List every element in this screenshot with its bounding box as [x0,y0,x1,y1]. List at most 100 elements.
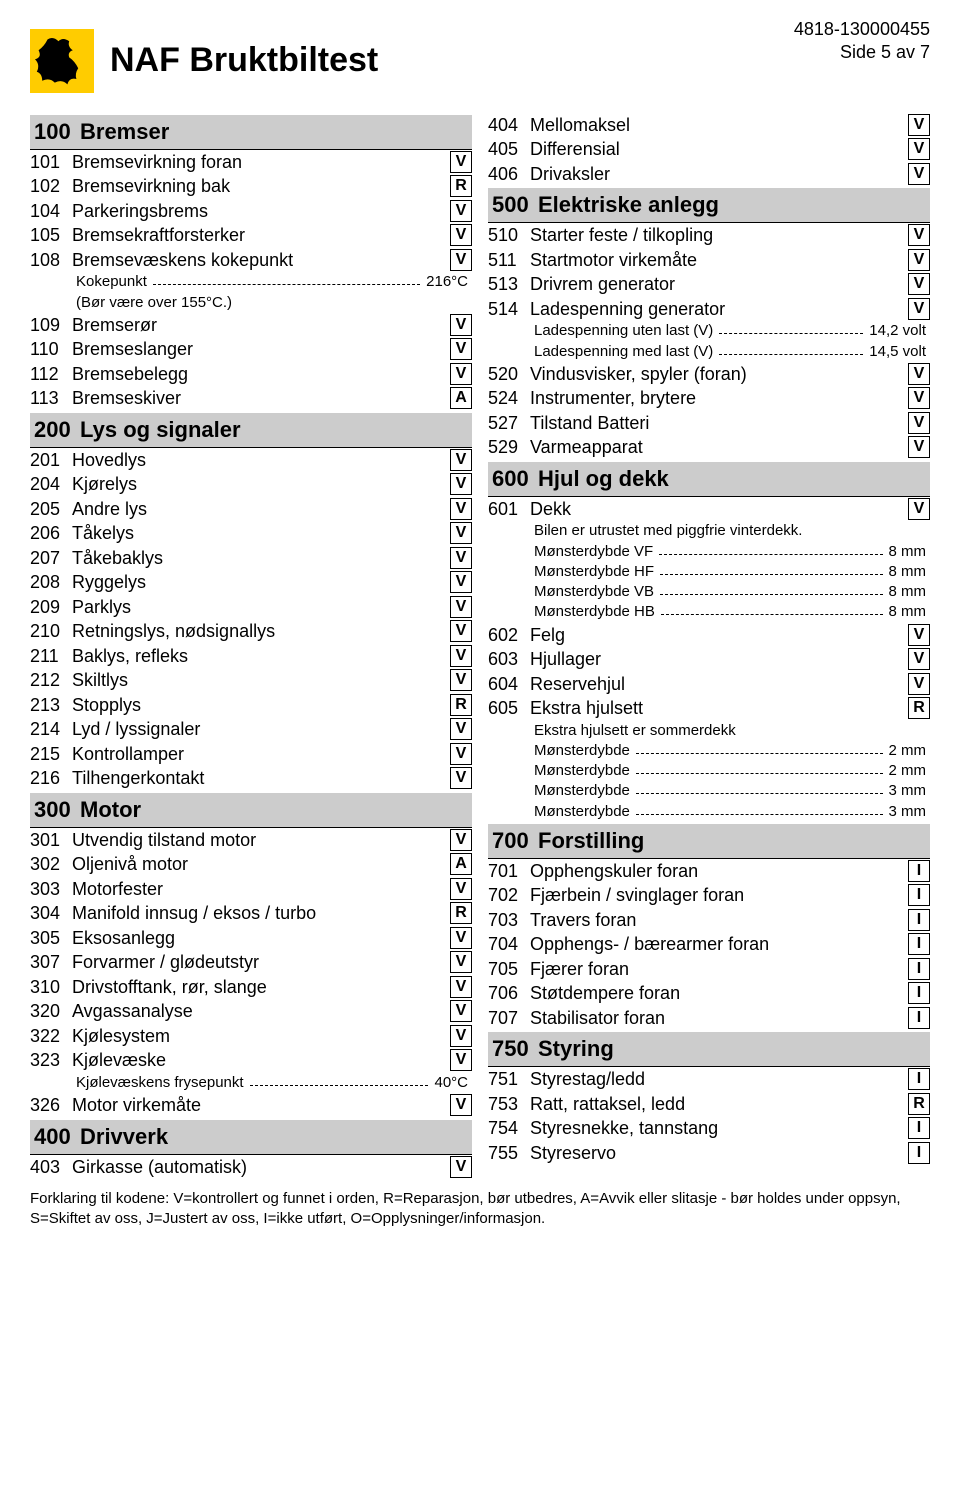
item-code: V [908,648,930,670]
item-code: I [908,884,930,906]
item-number: 603 [488,648,530,671]
item-subvalue: Mønsterdybde 3 mm [488,781,930,801]
item-label: Bremsekraftforsterker [72,224,450,247]
sub-value: 14,2 volt [869,321,930,341]
check-item: 514 Ladespenning generator V [488,297,930,322]
section-header: 200Lys og signaler [30,413,472,448]
item-subvalue: Mønsterdybde 3 mm [488,802,930,822]
item-number: 524 [488,387,530,410]
item-number: 322 [30,1025,72,1048]
footer-legend: Forklaring til kodene: V=kontrollert og … [30,1189,930,1228]
item-label: Starter feste / tilkopling [530,224,908,247]
item-code: I [908,1117,930,1139]
item-code: V [450,1049,472,1071]
item-label: Opphengs- / bærearmer foran [530,933,908,956]
item-number: 511 [488,249,530,272]
item-label: Opphengskuler foran [530,860,908,883]
item-label: Vindusvisker, spyler (foran) [530,363,908,386]
sub-value: 8 mm [889,582,931,602]
page-title: NAF Bruktbiltest [110,41,378,80]
check-item: 529 Varmeapparat V [488,435,930,460]
check-item: 705 Fjærer foran I [488,957,930,982]
item-code: V [450,596,472,618]
item-code: R [450,175,472,197]
item-label: Motorfester [72,878,450,901]
item-code: V [450,314,472,336]
item-code: V [908,163,930,185]
item-label: Tåkebaklys [72,547,450,570]
item-number: 307 [30,951,72,974]
check-item: 209 Parklys V [30,595,472,620]
item-number: 702 [488,884,530,907]
item-code: V [450,620,472,642]
item-code: V [450,1025,472,1047]
item-code: V [450,571,472,593]
item-label: Travers foran [530,909,908,932]
item-code: V [450,449,472,471]
item-label: Mellomaksel [530,114,908,137]
check-item: 215 Kontrollamper V [30,742,472,767]
sub-label: Mønsterdybde [534,781,630,801]
dotted-leader [661,605,883,615]
sub-label: Mønsterdybde [534,802,630,822]
item-code: R [450,694,472,716]
sub-value: 8 mm [889,602,931,622]
item-label: Bremsevirkning foran [72,151,450,174]
check-item: 603 Hjullager V [488,647,930,672]
item-label: Girkasse (automatisk) [72,1156,450,1179]
item-code: R [908,1093,930,1115]
check-item: 323 Kjølevæske V [30,1048,472,1073]
item-number: 704 [488,933,530,956]
item-number: 105 [30,224,72,247]
check-item: 112 Bremsebelegg V [30,362,472,387]
item-label: Lyd / lyssignaler [72,718,450,741]
item-label: Parklys [72,596,450,619]
item-label: Bremsebelegg [72,363,450,386]
section-header: 500Elektriske anlegg [488,188,930,223]
item-code: V [908,114,930,136]
check-item: 527 Tilstand Batteri V [488,411,930,436]
item-code: R [908,697,930,719]
item-number: 301 [30,829,72,852]
sub-value: 3 mm [889,781,931,801]
item-number: 204 [30,473,72,496]
item-code: V [450,951,472,973]
item-code: I [908,1068,930,1090]
item-subvalue: Mønsterdybde HF 8 mm [488,562,930,582]
item-code: A [450,853,472,875]
item-code: V [450,976,472,998]
item-label: Forvarmer / glødeutstyr [72,951,450,974]
item-label: Hjullager [530,648,908,671]
check-item: 110 Bremseslanger V [30,337,472,362]
item-subvalue: Mønsterdybde VF 8 mm [488,542,930,562]
item-label: Støtdempere foran [530,982,908,1005]
item-label: Drivstofftank, rør, slange [72,976,450,999]
item-subvalue: Mønsterdybde 2 mm [488,761,930,781]
check-item: 212 Skiltlys V [30,668,472,693]
item-number: 211 [30,645,72,668]
dotted-leader [636,744,883,754]
check-item: 406 Drivaksler V [488,162,930,187]
item-number: 529 [488,436,530,459]
item-code: V [450,363,472,385]
check-item: 206 Tåkelys V [30,521,472,546]
sub-label: Mønsterdybde HB [534,602,655,622]
item-code: I [908,933,930,955]
check-item: 604 Reservehjul V [488,672,930,697]
item-code: I [908,958,930,980]
item-label: Kjølevæske [72,1049,450,1072]
item-number: 214 [30,718,72,741]
check-item: 211 Baklys, refleks V [30,644,472,669]
item-number: 326 [30,1094,72,1117]
item-number: 207 [30,547,72,570]
naf-logo [30,29,94,93]
item-number: 320 [30,1000,72,1023]
item-label: Bremsevirkning bak [72,175,450,198]
item-number: 514 [488,298,530,321]
item-label: Styreservo [530,1142,908,1165]
dotted-leader [659,545,882,555]
item-code: V [450,767,472,789]
section-header: 700Forstilling [488,824,930,859]
sub-value: 2 mm [889,761,931,781]
check-item: 404 Mellomaksel V [488,113,930,138]
